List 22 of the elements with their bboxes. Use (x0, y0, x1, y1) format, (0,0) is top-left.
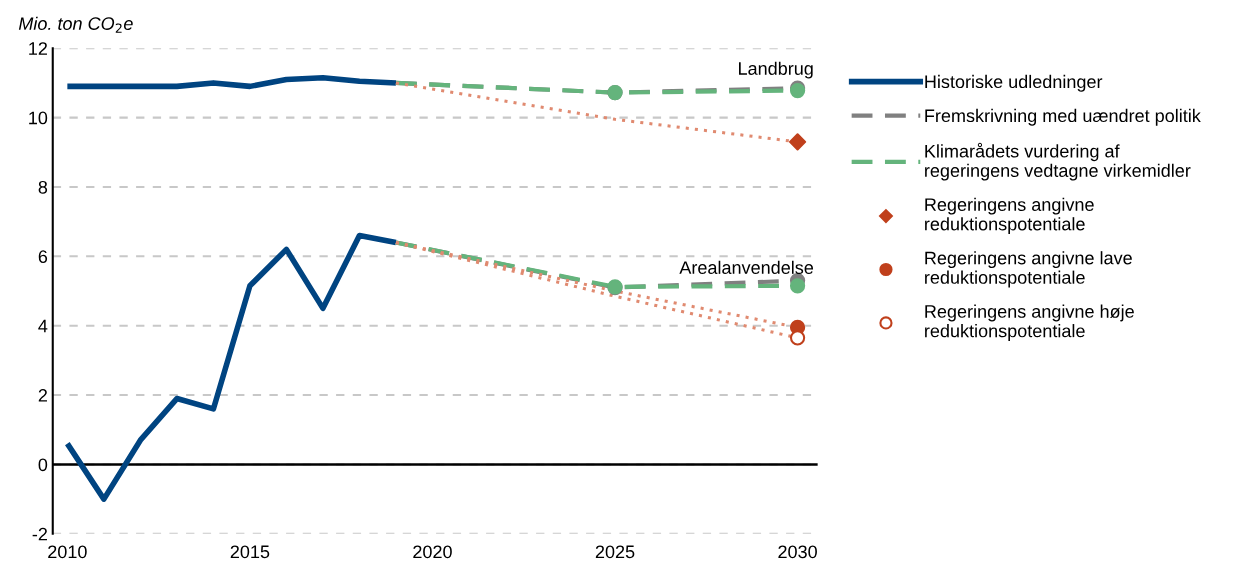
x-tick-label: 2020 (413, 545, 452, 559)
legend-label: Regeringens angivne lave reduktionspotentiale (925, 251, 1132, 288)
legend-label: Klimarådets vurdering af regeringens vedtagne virkemidler (925, 142, 1191, 181)
annotation: Arealanvendelse (679, 260, 814, 275)
legend-label: Fremskrivning med uændret politik (925, 108, 1201, 126)
x-tick-label: 2030 (778, 545, 817, 559)
y-tick-label: -2 (32, 527, 47, 541)
y-axis-title: Mio. ton CO$_{2}$e (18, 16, 133, 33)
y-tick-label: 4 (38, 319, 48, 333)
y-tick-label: 2 (38, 389, 47, 402)
legend-label: Regeringens angivne reduktionspotentiale (925, 197, 1094, 235)
y-tick-label: 12 (29, 42, 47, 55)
x-tick-label: 2015 (230, 545, 270, 559)
x-tick-label: 2010 (48, 545, 87, 559)
annotation: Landbrug (739, 61, 813, 79)
y-tick-label: 0 (38, 458, 48, 472)
y-tick-label: 10 (29, 111, 48, 125)
x-tick-label: 2025 (595, 545, 635, 559)
y-tick-label: 8 (38, 180, 48, 194)
y-tick-label: 6 (38, 250, 48, 264)
legend-label: Historiske udledninger (925, 74, 1103, 92)
legend-label: Regeringens angivne høje reduktionspotentiale (925, 304, 1134, 341)
